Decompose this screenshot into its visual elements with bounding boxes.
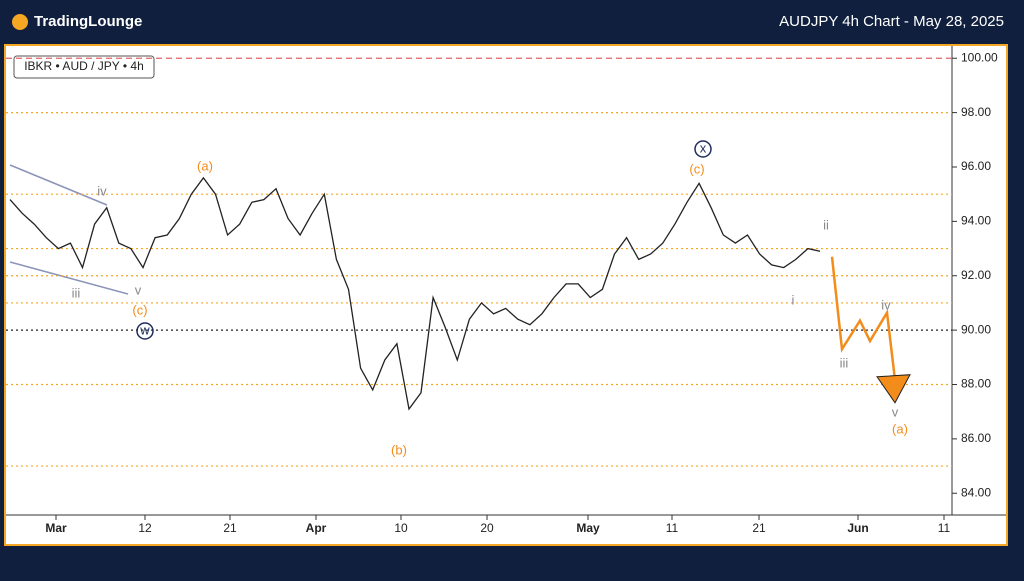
wave-label: (a) xyxy=(892,421,908,436)
y-tick-label: 90.00 xyxy=(961,322,991,336)
wave-label: iii xyxy=(72,285,81,300)
wave-label: (b) xyxy=(391,442,407,457)
y-tick-label: 94.00 xyxy=(961,214,991,228)
projection-line xyxy=(830,256,899,397)
x-tick-label: Mar xyxy=(45,521,67,535)
wave-circle xyxy=(136,322,154,340)
wave-label: v xyxy=(892,404,899,419)
x-tick-label: 20 xyxy=(480,521,494,535)
logo-icon xyxy=(12,14,28,30)
projection-arrow xyxy=(876,374,911,404)
wave-label: (c) xyxy=(132,302,147,317)
wave-label: (c) xyxy=(689,161,704,176)
wave-circle xyxy=(694,140,712,158)
y-tick-label: 98.00 xyxy=(961,105,991,119)
header-title: AUDJPY 4h Chart - May 28, 2025 xyxy=(779,13,1004,30)
wave-label: w xyxy=(139,322,150,337)
x-tick-label: 10 xyxy=(394,521,408,535)
wave-label: i xyxy=(792,292,795,307)
y-tick-label: 86.00 xyxy=(961,431,991,445)
x-tick-label: 21 xyxy=(752,521,766,535)
logo: TradingLounge xyxy=(34,13,142,30)
channel-line xyxy=(9,164,108,206)
x-tick-label: 21 xyxy=(223,521,237,535)
legend-box xyxy=(13,55,155,79)
y-tick-label: 96.00 xyxy=(961,159,991,173)
wave-label: iii xyxy=(840,355,849,370)
y-tick-label: 92.00 xyxy=(961,268,991,282)
x-tick-label: Jun xyxy=(847,521,868,535)
wave-label: (a) xyxy=(197,158,213,173)
channel-line xyxy=(9,261,129,295)
y-tick-label: 100.00 xyxy=(961,50,998,64)
x-tick-label: Apr xyxy=(306,521,327,535)
legend-text: IBKR • AUD / JPY • 4h xyxy=(24,59,144,73)
x-tick-label: May xyxy=(576,521,600,535)
y-tick-label: 84.00 xyxy=(961,485,991,499)
wave-label: iv xyxy=(881,297,891,312)
wave-label: iv xyxy=(97,183,107,198)
wave-label: ii xyxy=(823,217,829,232)
x-tick-label: 12 xyxy=(138,521,152,535)
chart-frame xyxy=(4,44,1008,546)
y-tick-label: 88.00 xyxy=(961,377,991,391)
x-tick-label: 11 xyxy=(938,521,951,535)
x-tick-label: 11 xyxy=(666,521,679,535)
price-line xyxy=(9,176,821,411)
wave-label: v xyxy=(135,282,142,297)
wave-label: x xyxy=(700,140,707,155)
